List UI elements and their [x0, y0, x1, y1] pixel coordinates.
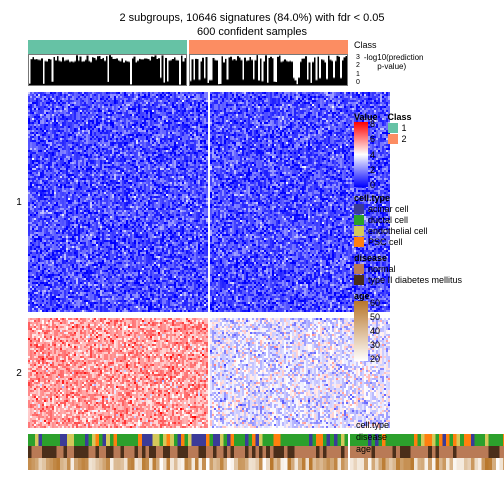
legend-label: endothelial cell	[368, 226, 428, 236]
age-tick: 60	[370, 298, 380, 308]
legend-item: 1	[388, 123, 412, 133]
class-2-bar	[189, 40, 348, 54]
legend-item: acinar cell	[354, 204, 494, 214]
row-labels-column: 1 2	[10, 40, 28, 470]
pvalue-canvas-left	[28, 54, 187, 86]
celltype-left	[28, 434, 348, 446]
age-tick: 20	[370, 354, 380, 364]
legend-label: 1	[402, 123, 407, 133]
heatmap-g1-left	[28, 92, 208, 312]
value-tick: 6	[370, 134, 375, 144]
pval-label: -log10(prediction p-value)	[360, 54, 424, 86]
value-tick: 8	[370, 119, 375, 129]
legend-label: acinar cell	[368, 204, 409, 214]
legend-item: ductal cell	[354, 215, 494, 225]
title-line-2: 600 confident samples	[10, 26, 494, 38]
class-legend-title: Class	[388, 112, 412, 122]
legend-item: endothelial cell	[354, 226, 494, 236]
value-tick: 0	[370, 180, 375, 190]
celltype-annotation	[28, 434, 348, 446]
class-legend: Class 12	[388, 106, 412, 187]
legend-swatch	[354, 226, 364, 236]
age-left	[28, 458, 348, 470]
main-column	[28, 40, 348, 470]
row-label-1: 1	[10, 92, 28, 312]
pvalue-bar	[28, 54, 348, 86]
class-label: Class	[354, 40, 494, 54]
legend-label: ductal cell	[368, 215, 408, 225]
legend-swatch	[354, 264, 364, 274]
age-tick: 30	[370, 340, 380, 350]
legend-swatch	[388, 123, 398, 133]
disease-legend-title: disease	[354, 253, 494, 263]
legend-item: 2	[388, 134, 412, 144]
disease-left	[28, 446, 348, 458]
value-colorbar: 8 6 4 2 0	[354, 122, 368, 187]
age-tick: 50	[370, 312, 380, 322]
heatmap-group-2	[28, 318, 348, 428]
figure-container: 1 2	[10, 40, 494, 470]
legend-swatch	[354, 237, 364, 247]
age-colorbar: 60 50 40 30 20	[354, 301, 368, 361]
value-legend: Value 8 6 4 2 0	[354, 106, 378, 187]
value-tick: 2	[370, 165, 375, 175]
row-label-2: 2	[10, 318, 28, 428]
celltype-legend-title: cell.type	[354, 193, 494, 203]
legend-item: normal	[354, 264, 494, 274]
legend-swatch	[388, 134, 398, 144]
heatmap-g2-left	[28, 318, 208, 428]
legend-column: Class 3 2 1 0 -log10(prediction p-value)…	[348, 40, 494, 470]
legend-label: normal	[368, 264, 396, 274]
legend-item: type II diabetes mellitus	[354, 275, 494, 285]
legend-item: PSC cell	[354, 237, 494, 247]
anno-label-age: age	[354, 443, 494, 455]
heatmap-group-1	[28, 92, 348, 312]
anno-label-celltype: cell.type	[354, 419, 494, 431]
age-colorbar-labels: 60 50 40 30 20	[370, 298, 380, 364]
legend-swatch	[354, 204, 364, 214]
value-tick: 4	[370, 150, 375, 160]
anno-label-disease: disease	[354, 431, 494, 443]
value-colorbar-labels: 8 6 4 2 0	[370, 119, 375, 190]
class-1-bar	[28, 40, 187, 54]
disease-annotation	[28, 446, 348, 458]
age-annotation	[28, 458, 348, 470]
legend-swatch	[354, 215, 364, 225]
legend-swatch	[354, 275, 364, 285]
age-tick: 40	[370, 326, 380, 336]
class-annotation-bar	[28, 40, 348, 54]
pvalue-canvas-right	[189, 54, 348, 86]
legend-label: type II diabetes mellitus	[368, 275, 462, 285]
title-line-1: 2 subgroups, 10646 signatures (84.0%) wi…	[10, 12, 494, 24]
legend-label: PSC cell	[368, 237, 403, 247]
legend-label: 2	[402, 134, 407, 144]
